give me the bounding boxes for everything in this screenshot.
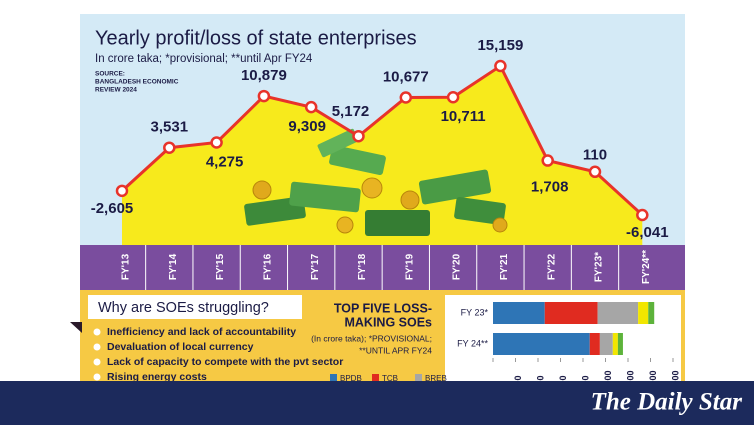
sidebar-heading: Why are SOEs struggling? [98, 300, 269, 316]
data-label: 15,159 [477, 37, 523, 54]
source: REVIEW 2024 [95, 87, 137, 94]
data-label: 5,172 [332, 103, 370, 120]
data-label: 4,275 [206, 153, 244, 170]
marker [636, 208, 649, 222]
line [120, 63, 644, 217]
bar-segment [589, 333, 600, 355]
x-tick-label: FY'14 [168, 253, 179, 280]
bar-title: TOP FIVE LOSS- [334, 301, 432, 315]
sidebar-item: Inefficiency and lack of accountability [107, 326, 296, 338]
marker [115, 184, 129, 198]
pointer [70, 322, 82, 333]
x-tick-label: FY'17 [310, 253, 321, 280]
x-tick-label: FY'19 [404, 253, 415, 280]
y-tick-label: FY 23* [461, 307, 489, 317]
y-tick-label: FY 24** [457, 338, 488, 348]
marker [257, 89, 271, 103]
legend-swatch [372, 374, 379, 381]
sidebar-item: Lack of capacity to compete with the pvt… [107, 356, 343, 368]
bar-segment [638, 302, 649, 324]
bar-segment [612, 333, 618, 355]
marker [304, 100, 318, 114]
bar-segment [544, 302, 598, 324]
bar-segment [493, 333, 590, 355]
bar-title: MAKING SOEs [344, 315, 432, 329]
bar-subtitle: (In crore taka); *PROVISIONAL; [311, 333, 432, 343]
marker [163, 141, 176, 154]
sidebar-item: Rising energy costs [107, 371, 207, 383]
sidebar-heading-box [88, 295, 302, 319]
footer: The Daily Star [0, 381, 754, 425]
chart-subtitle: In crore taka; *provisional; **until Apr… [95, 53, 313, 65]
bullet [93, 328, 101, 336]
source: SOURCE: [95, 71, 125, 78]
source: BANGLADESH ECONOMIC [95, 79, 179, 86]
chart-title: Yearly profit/loss of state enterprises [95, 27, 417, 49]
data-label: 9,309 [288, 118, 326, 135]
bar-subtitle: **UNTIL APR FY24 [359, 345, 432, 355]
x-tick-label: FY'13 [121, 253, 132, 280]
data-label: -6,041 [626, 224, 669, 241]
bar-segment [597, 302, 639, 324]
data-label: 10,677 [383, 68, 429, 85]
bullet [93, 358, 101, 366]
legend-label: TCB [382, 374, 398, 383]
data-label: 1,708 [531, 179, 569, 196]
marker [494, 59, 507, 73]
legend-swatch [330, 374, 337, 381]
bullet [93, 343, 101, 351]
data-label: 10,879 [241, 67, 287, 84]
marker [210, 136, 223, 149]
marker [588, 165, 602, 179]
bar-segment [617, 333, 623, 355]
x-tick-label: FY'24** [641, 250, 652, 284]
marker [446, 91, 460, 104]
sidebar-item: Devaluation of local currency [107, 341, 254, 353]
legend-swatch [415, 374, 422, 381]
bar-segment [599, 333, 613, 355]
x-tick-label: FY'22 [546, 253, 557, 280]
bar-segment [648, 302, 655, 324]
x-tick-label: FY'16 [263, 253, 274, 280]
x-tick-label: FY'20 [452, 253, 463, 280]
data-label: 10,711 [441, 108, 486, 125]
data-label: 3,531 [151, 119, 189, 136]
bullet [93, 373, 101, 381]
money-illustration [244, 128, 508, 236]
x-tick-label: FY'18 [357, 253, 368, 280]
marker [352, 129, 365, 143]
x-tick-label: FY'23* [594, 252, 605, 282]
data-label: -2,605 [91, 200, 134, 217]
marker [399, 91, 413, 104]
brand-logo: The Daily Star [591, 389, 743, 416]
x-tick-label: FY'15 [215, 253, 226, 280]
footer-band [0, 381, 754, 425]
legend-label: BREB [425, 374, 447, 383]
x-tick-label: FY'21 [499, 253, 510, 280]
marker [541, 154, 554, 167]
bar-segment [493, 302, 545, 324]
data-label: 110 [583, 147, 607, 164]
legend-label: BPDB [340, 374, 362, 383]
